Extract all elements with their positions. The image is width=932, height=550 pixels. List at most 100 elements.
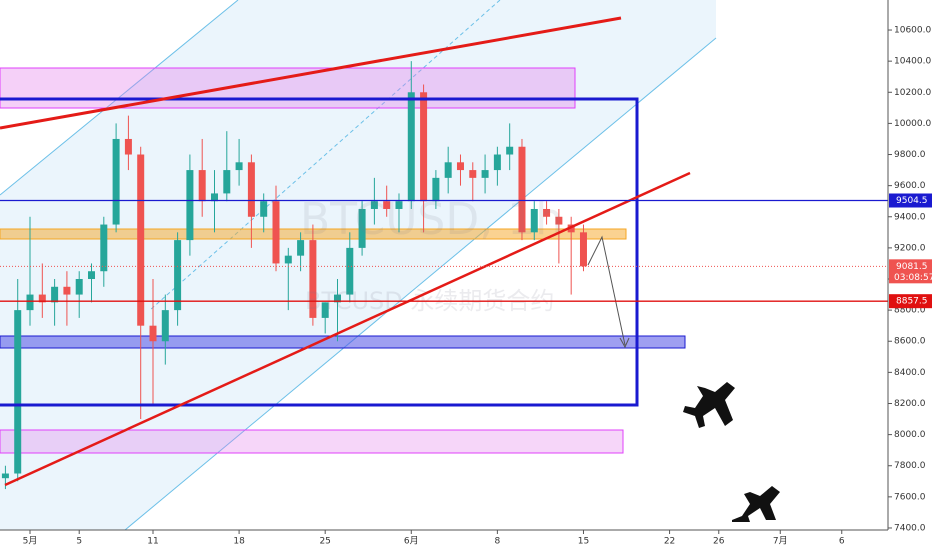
- candle-body: [309, 240, 317, 318]
- candle-body: [247, 162, 255, 217]
- candle-body: [506, 146, 514, 155]
- candle-body: [543, 208, 551, 217]
- candle-body: [297, 240, 305, 256]
- zone-pink-top: [0, 67, 576, 109]
- zone-pink-bottom: [0, 429, 624, 454]
- candle-body: [210, 193, 218, 202]
- axes: 7400.0 7600.0 7800.0 8000.0 8200.0 8400.0 8600…: [23, 26, 932, 547]
- candle-body: [260, 201, 268, 217]
- plane-icon: [732, 486, 780, 522]
- candle-body: [395, 201, 403, 209]
- candle-body: [358, 208, 366, 248]
- candle-body: [321, 302, 329, 318]
- candle-body: [51, 286, 59, 303]
- candle-body: [1, 473, 9, 479]
- channel-lower: [124, 37, 717, 531]
- x-tick-label: 26: [713, 537, 725, 547]
- price-tag-label: 9081.5: [896, 262, 928, 272]
- candle-body: [235, 162, 243, 171]
- y-tick-label: 10600.0: [894, 26, 931, 36]
- watermark: BTCUSD, 1h: [300, 194, 563, 245]
- candle-body: [63, 286, 71, 295]
- candle-body: [223, 170, 231, 194]
- y-tick-label: 9400.0: [894, 212, 926, 222]
- time-axis: [0, 530, 888, 550]
- price-tag: [889, 294, 932, 309]
- countdown: 03:08:57: [894, 273, 932, 283]
- candle-body: [346, 247, 354, 295]
- overlay: BTCUSD, 1h BTCUSD 永续期货合约: [0, 16, 888, 522]
- y-tick-label: 9600.0: [894, 181, 926, 191]
- candle-body: [370, 201, 378, 209]
- price-tag-label: 8857.5: [896, 297, 928, 307]
- candle-body: [284, 255, 292, 264]
- price-tag-label: 9504.5: [896, 196, 928, 206]
- candles: [1, 61, 587, 490]
- arrow-head: [619, 337, 630, 349]
- y-tick-label: 9200.0: [894, 243, 926, 253]
- candle-body: [493, 154, 501, 171]
- candle-body: [112, 138, 120, 225]
- x-tick-label: 6: [839, 537, 845, 547]
- trend-line-upper: [0, 16, 622, 130]
- price-tag: [889, 259, 932, 284]
- zone-blue: [0, 335, 686, 349]
- candle-body: [407, 92, 415, 202]
- candle-body: [518, 146, 526, 233]
- box-blue: [0, 97, 639, 407]
- plane-icon: [683, 382, 735, 428]
- y-tick-label: 8400.0: [894, 368, 926, 378]
- y-tick-label: 7400.0: [894, 523, 926, 533]
- candle-body: [100, 224, 108, 272]
- y-tick-label: 10000.0: [894, 119, 931, 129]
- candle-body: [444, 162, 452, 178]
- candle-body: [174, 240, 182, 311]
- projection-arrow: [587, 235, 626, 346]
- candle-body: [161, 310, 169, 342]
- x-tick-label: 25: [319, 537, 330, 547]
- x-tick-label: 11: [147, 537, 158, 547]
- candle-body: [456, 162, 464, 171]
- x-tick-label: 6月: [404, 536, 419, 547]
- y-tick-label: 8600.0: [894, 337, 926, 347]
- candle-body: [186, 170, 194, 241]
- candle-body: [420, 92, 428, 202]
- candle-body: [124, 138, 132, 155]
- candle-body: [383, 201, 391, 209]
- candle-body: [38, 294, 46, 303]
- y-tick-label: 10400.0: [894, 57, 931, 67]
- candle-body: [432, 177, 440, 202]
- candle-body: [149, 325, 157, 342]
- candle-body: [137, 154, 145, 326]
- x-tick-label: 5月: [23, 536, 38, 547]
- y-tick-label: 7800.0: [894, 461, 926, 471]
- candle-body: [26, 294, 34, 311]
- candle-body: [555, 216, 563, 225]
- price-tag: [889, 193, 932, 208]
- y-tick-label: 8800.0: [894, 306, 926, 316]
- candle-body: [272, 201, 280, 264]
- candle-body: [469, 170, 477, 178]
- x-tick-label: 22: [664, 537, 675, 547]
- candle-body: [88, 271, 96, 280]
- channel-fill: [0, 0, 716, 530]
- y-tick-label: 10200.0: [894, 88, 931, 98]
- x-tick-label: 7月: [773, 536, 788, 547]
- candle-body: [198, 170, 206, 202]
- trend-line-lower: [4, 171, 691, 487]
- y-tick-label: 9800.0: [894, 150, 926, 160]
- x-tick-label: 5: [76, 537, 82, 547]
- channel-mid: [149, 0, 501, 311]
- candle-body: [579, 232, 587, 267]
- y-tick-label: 7600.0: [894, 492, 926, 502]
- candle-body: [481, 170, 489, 178]
- x-tick-label: 18: [233, 537, 245, 547]
- y-tick-label: 8200.0: [894, 399, 926, 409]
- y-tick-label: 8000.0: [894, 430, 926, 440]
- candle-body: [14, 310, 22, 474]
- x-tick-label: 15: [578, 537, 589, 547]
- candle-body: [333, 294, 341, 303]
- candle-body: [75, 279, 83, 295]
- x-tick-label: 8: [495, 537, 501, 547]
